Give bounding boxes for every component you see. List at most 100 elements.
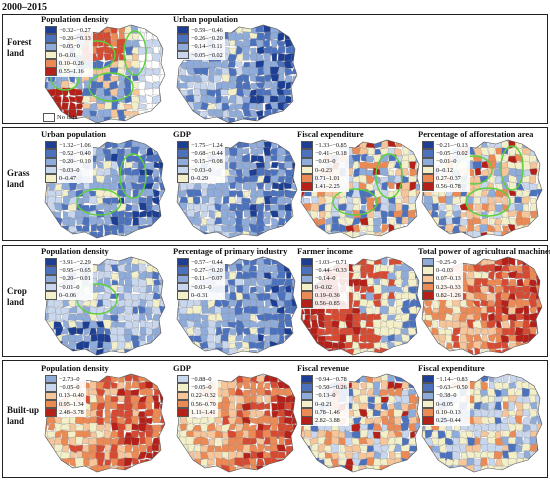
county-polygon (407, 257, 418, 267)
county-polygon (419, 239, 426, 240)
legend-swatch (301, 274, 313, 283)
county-polygon (110, 264, 119, 273)
county-polygon (200, 326, 209, 336)
county-polygon (373, 374, 382, 376)
county-polygon (179, 101, 188, 111)
county-polygon (45, 457, 49, 468)
legend-swatch (45, 59, 57, 68)
county-polygon (352, 231, 362, 238)
county-polygon (516, 265, 524, 273)
county-polygon (167, 409, 169, 418)
county-polygon (352, 197, 360, 205)
county-polygon (123, 328, 132, 336)
county-polygon (494, 445, 502, 452)
county-polygon (180, 239, 188, 240)
county-polygon (366, 354, 376, 355)
county-polygon (167, 445, 168, 454)
county-polygon (257, 333, 265, 342)
county-polygon (283, 182, 292, 189)
county-polygon (270, 154, 278, 162)
county-polygon (365, 374, 374, 377)
county-polygon (365, 333, 376, 344)
county-polygon (486, 306, 496, 313)
county-polygon (151, 471, 162, 472)
county-polygon (543, 307, 545, 314)
no-data-legend: No data (43, 113, 77, 122)
legend-item: 0.55–1.16 (45, 67, 91, 76)
county-polygon (263, 465, 271, 472)
county-polygon (137, 103, 148, 110)
county-polygon (158, 182, 165, 191)
county-polygon (331, 471, 341, 472)
county-polygon (507, 410, 517, 417)
legend-swatch (177, 257, 189, 267)
county-polygon (402, 146, 411, 155)
county-polygon (394, 471, 403, 472)
county-polygon (407, 403, 417, 410)
county-polygon (422, 211, 426, 220)
county-polygon (118, 278, 124, 286)
legend-swatch (45, 266, 57, 275)
row-label: Grass land (7, 168, 30, 189)
legend-item: −0.25–0 (422, 257, 461, 267)
county-polygon (146, 473, 154, 474)
county-polygon (117, 305, 127, 315)
county-polygon (167, 278, 168, 285)
county-polygon (514, 162, 523, 170)
legend-swatch (301, 291, 313, 300)
county-polygon (301, 458, 306, 468)
county-polygon (298, 25, 300, 34)
county-polygon (235, 140, 245, 141)
county-polygon (367, 147, 375, 155)
county-polygon (229, 328, 237, 336)
county-polygon (408, 471, 416, 472)
county-polygon (256, 375, 265, 384)
county-polygon (528, 333, 537, 342)
county-polygon (166, 189, 168, 198)
county-polygon (159, 25, 165, 34)
legend-item: −0.15–−0.08 (177, 157, 223, 166)
county-polygon (366, 257, 376, 260)
county-polygon (109, 451, 119, 460)
county-polygon (145, 458, 154, 467)
county-polygon (60, 464, 70, 472)
county-polygon (316, 231, 326, 238)
county-polygon (145, 327, 154, 336)
county-polygon (451, 334, 460, 343)
county-polygon (507, 387, 515, 396)
county-polygon (271, 52, 278, 63)
county-polygon (179, 347, 189, 355)
county-polygon (257, 124, 265, 125)
county-polygon (152, 188, 161, 198)
county-polygon (82, 422, 91, 432)
county-polygon (158, 140, 165, 143)
legend-item: 0–0.06 (45, 291, 91, 300)
county-polygon (45, 334, 50, 344)
county-polygon (81, 224, 90, 233)
legend-item: −0.41–−0.18 (301, 149, 347, 158)
row-crop-land: Crop land Population density −3.91–−2.29… (2, 245, 550, 357)
legend-range-label: −0.01–0 (59, 283, 80, 291)
county-polygon (131, 320, 140, 329)
county-polygon (221, 217, 231, 226)
county-polygon (177, 102, 181, 111)
county-polygon (167, 163, 168, 168)
legend-range-label: −0.05–0 (191, 383, 212, 391)
county-polygon (493, 382, 504, 390)
county-polygon (372, 387, 382, 397)
county-polygon (177, 61, 180, 69)
county-polygon (535, 333, 542, 343)
county-polygon (468, 472, 475, 474)
county-polygon (424, 356, 433, 357)
county-polygon (116, 202, 127, 212)
map-panel: Percentage of afforestation area −0.21–−… (418, 130, 545, 240)
county-polygon (83, 124, 90, 125)
county-polygon (97, 53, 104, 61)
county-polygon (158, 148, 165, 157)
county-polygon (123, 95, 133, 104)
county-polygon (222, 239, 230, 240)
county-polygon (152, 224, 160, 232)
county-polygon (515, 313, 525, 321)
county-polygon (466, 356, 475, 357)
legend-swatch (177, 266, 189, 275)
